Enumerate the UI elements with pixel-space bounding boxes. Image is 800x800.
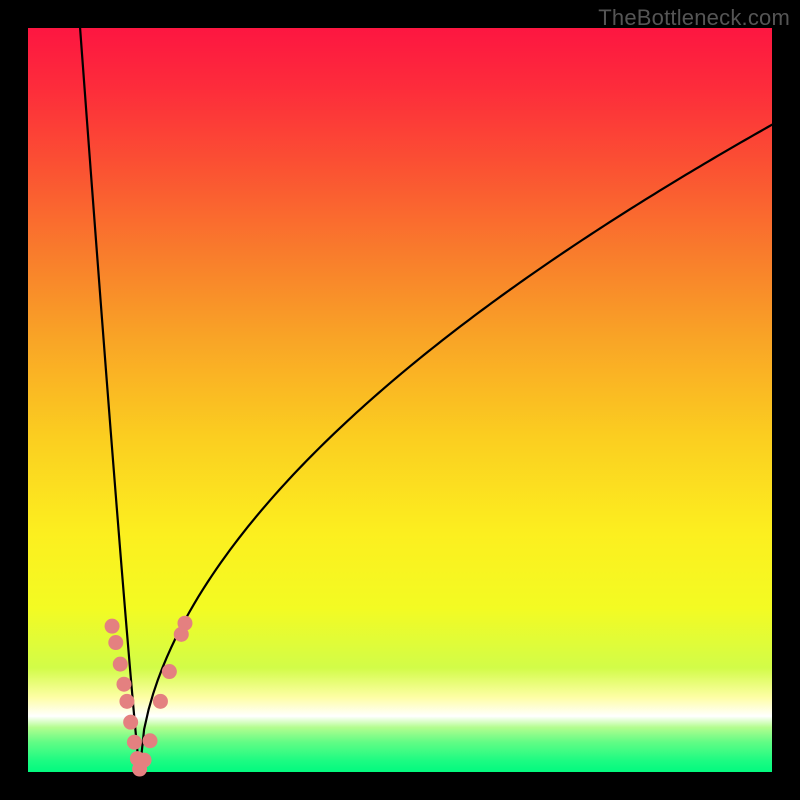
plot-background [28, 28, 772, 772]
data-marker [123, 715, 138, 730]
data-marker [108, 635, 123, 650]
data-marker [153, 694, 168, 709]
data-marker [116, 677, 131, 692]
data-marker [137, 753, 152, 768]
data-marker [113, 657, 128, 672]
watermark-label: TheBottleneck.com [598, 5, 790, 31]
data-marker [143, 733, 158, 748]
data-marker [119, 694, 134, 709]
bottleneck-chart [0, 0, 800, 800]
data-marker [127, 735, 142, 750]
data-marker [162, 664, 177, 679]
data-marker [177, 616, 192, 631]
chart-container: TheBottleneck.com [0, 0, 800, 800]
data-marker [105, 619, 120, 634]
